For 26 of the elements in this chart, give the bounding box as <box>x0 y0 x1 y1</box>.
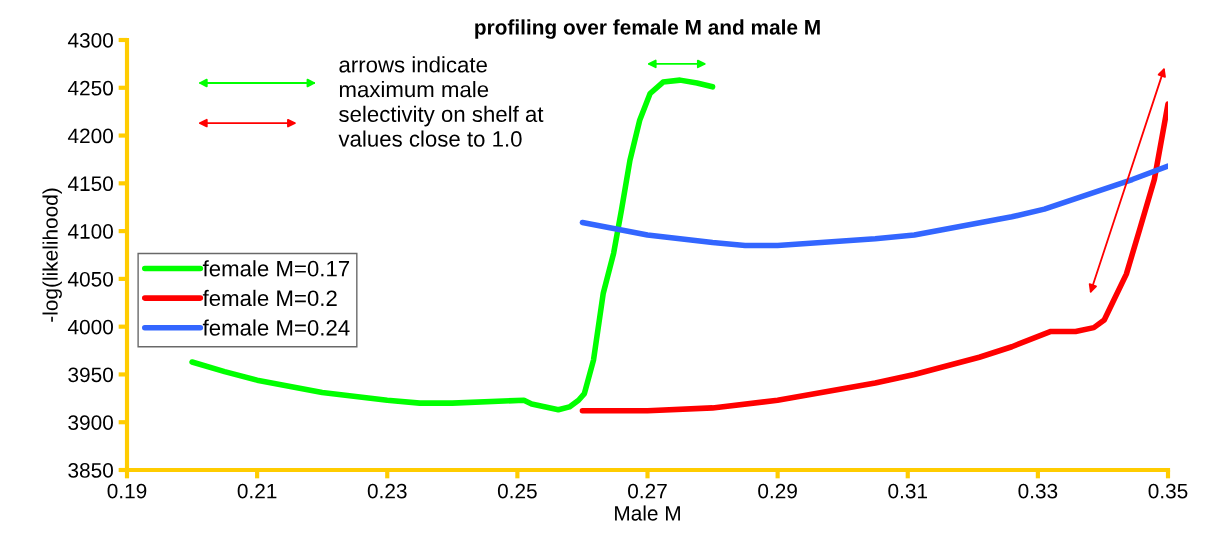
y-tick-label: 4150 <box>67 176 113 192</box>
x-tick-label: 0.23 <box>367 483 407 499</box>
y-tick-label: 4050 <box>67 271 113 287</box>
y-tick-label: 3950 <box>68 367 113 383</box>
x-tick-label: 0.29 <box>758 483 797 499</box>
x-axis-title: Male M <box>615 505 680 521</box>
y-tick-label: 4200 <box>67 128 113 144</box>
y-tick-label: 4000 <box>67 319 113 335</box>
y-tick-label: 3850 <box>68 463 113 478</box>
x-tick-label: 0.35 <box>1148 483 1188 499</box>
y-axis-title: -log(likelihood) <box>42 188 62 322</box>
chart-title: profiling over female M and male M <box>475 19 820 39</box>
x-tick-label: 0.33 <box>1018 483 1058 499</box>
legend-label: female M=0.17 <box>202 260 350 277</box>
x-tick-label: 0.19 <box>107 483 147 499</box>
legend-label: female M=0.24 <box>202 319 350 336</box>
x-tick-label: 0.27 <box>628 483 667 499</box>
x-tick-label: 0.31 <box>888 483 928 499</box>
y-tick-label: 4250 <box>67 80 113 96</box>
y-tick-label: 3900 <box>68 415 113 430</box>
x-tick-label: 0.25 <box>497 483 537 499</box>
annotation: arrows indicate maximum male selectivity on shelf at values close to 1.0 <box>338 56 544 147</box>
x-tick-label: 0.21 <box>237 483 277 499</box>
y-tick-label: 4100 <box>67 224 113 239</box>
y-tick-label: 4300 <box>67 33 113 48</box>
legend-label: female M=0.2 <box>202 289 337 307</box>
